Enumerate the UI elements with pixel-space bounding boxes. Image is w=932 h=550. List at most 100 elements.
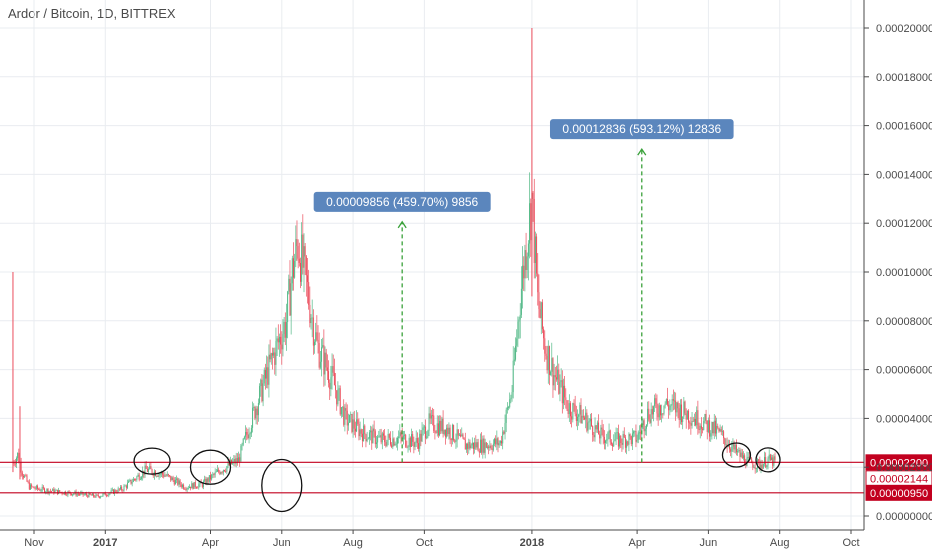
candle-body: [361, 433, 363, 442]
candle-body: [427, 430, 429, 437]
candle-body: [555, 377, 557, 380]
candle-body: [573, 403, 575, 405]
candle-body: [261, 379, 263, 402]
candle-body: [739, 450, 741, 457]
candle-body: [522, 265, 524, 289]
candle-body: [545, 353, 547, 356]
candle-body: [387, 433, 389, 440]
candle-body: [442, 418, 444, 434]
candle-body: [281, 344, 283, 350]
candle-body: [135, 479, 137, 481]
candle-body: [267, 367, 269, 385]
candle-body: [598, 422, 600, 435]
candle-body: [497, 438, 499, 446]
candle-body: [307, 275, 309, 283]
measure-label: 0.00012836 (593.12%) 12836: [562, 122, 721, 136]
candle-body: [399, 432, 401, 437]
candle-body: [86, 493, 88, 496]
candle-body: [692, 420, 694, 422]
candle-body: [364, 425, 366, 435]
candle-body: [384, 435, 386, 443]
candle-body: [181, 484, 183, 487]
candle-body: [591, 418, 593, 427]
candle-body: [614, 439, 616, 442]
candle-body: [263, 369, 265, 384]
candle-body: [432, 415, 434, 417]
candle-body: [690, 423, 692, 426]
candle-body: [772, 457, 774, 466]
drawn-circle: [721, 442, 752, 468]
candle-body: [183, 484, 185, 489]
candle-body: [35, 485, 37, 489]
candle-body: [725, 444, 727, 446]
candle-body: [31, 484, 33, 487]
candle-body: [414, 442, 416, 447]
candle-body: [519, 314, 521, 320]
candle-body: [338, 388, 340, 390]
candle-body: [674, 400, 676, 402]
candle-body: [324, 352, 326, 375]
candle-body: [192, 483, 194, 489]
candle-body: [284, 321, 286, 338]
candle-body: [405, 434, 407, 447]
candle-body: [468, 442, 470, 449]
candle-body: [62, 493, 64, 495]
candle-body: [194, 482, 196, 488]
candle-body: [372, 428, 374, 444]
candle-body: [337, 389, 339, 405]
candle-body: [172, 477, 174, 480]
candle-body: [329, 382, 331, 390]
candle-body: [712, 421, 714, 434]
candle-body: [32, 486, 34, 488]
candle-body: [339, 388, 341, 415]
candle-body: [17, 452, 19, 458]
candle-body: [393, 438, 395, 446]
candle-body: [659, 405, 661, 416]
candle-body: [688, 410, 690, 423]
candle-body: [529, 203, 531, 244]
candle-body: [635, 430, 637, 442]
candle-body: [447, 427, 449, 435]
candle-body: [651, 409, 653, 415]
x-tick-label: Oct: [416, 537, 433, 549]
candle-body: [470, 445, 472, 449]
candle-body: [648, 408, 650, 420]
candle-body: [581, 415, 583, 424]
candle-body: [158, 474, 160, 477]
y-tick-label: 0.00010000: [876, 267, 932, 279]
candle-body: [185, 489, 187, 491]
candle-body: [27, 481, 29, 483]
candle-body: [220, 472, 222, 475]
candle-body: [282, 334, 284, 350]
candle-body: [475, 442, 477, 448]
drawn-circle: [189, 449, 232, 485]
candle-body: [600, 427, 602, 439]
candle-body: [292, 258, 294, 278]
candle-body: [516, 338, 518, 346]
candle-body: [719, 429, 721, 432]
candle-body: [422, 427, 424, 431]
candle-body: [275, 341, 277, 365]
candle-body: [101, 495, 103, 497]
candle-body: [677, 402, 679, 409]
candle-body: [351, 414, 353, 432]
candle-body: [24, 475, 26, 478]
candle-body: [228, 461, 230, 466]
candle-body: [501, 440, 503, 444]
candle-body: [291, 258, 293, 284]
candle-body: [366, 439, 368, 442]
candle-body: [492, 443, 494, 451]
candle-body: [169, 475, 171, 477]
candle-body: [72, 494, 74, 496]
candle-body: [239, 457, 241, 462]
candle-body: [136, 476, 138, 480]
candle-body: [533, 198, 535, 263]
candle-body: [122, 490, 124, 491]
candle-body: [733, 443, 735, 450]
candle-body: [46, 488, 48, 492]
candle-body: [437, 423, 439, 436]
candle-body: [613, 441, 615, 447]
x-tick-label: Aug: [343, 537, 363, 549]
candle-body: [26, 475, 28, 482]
